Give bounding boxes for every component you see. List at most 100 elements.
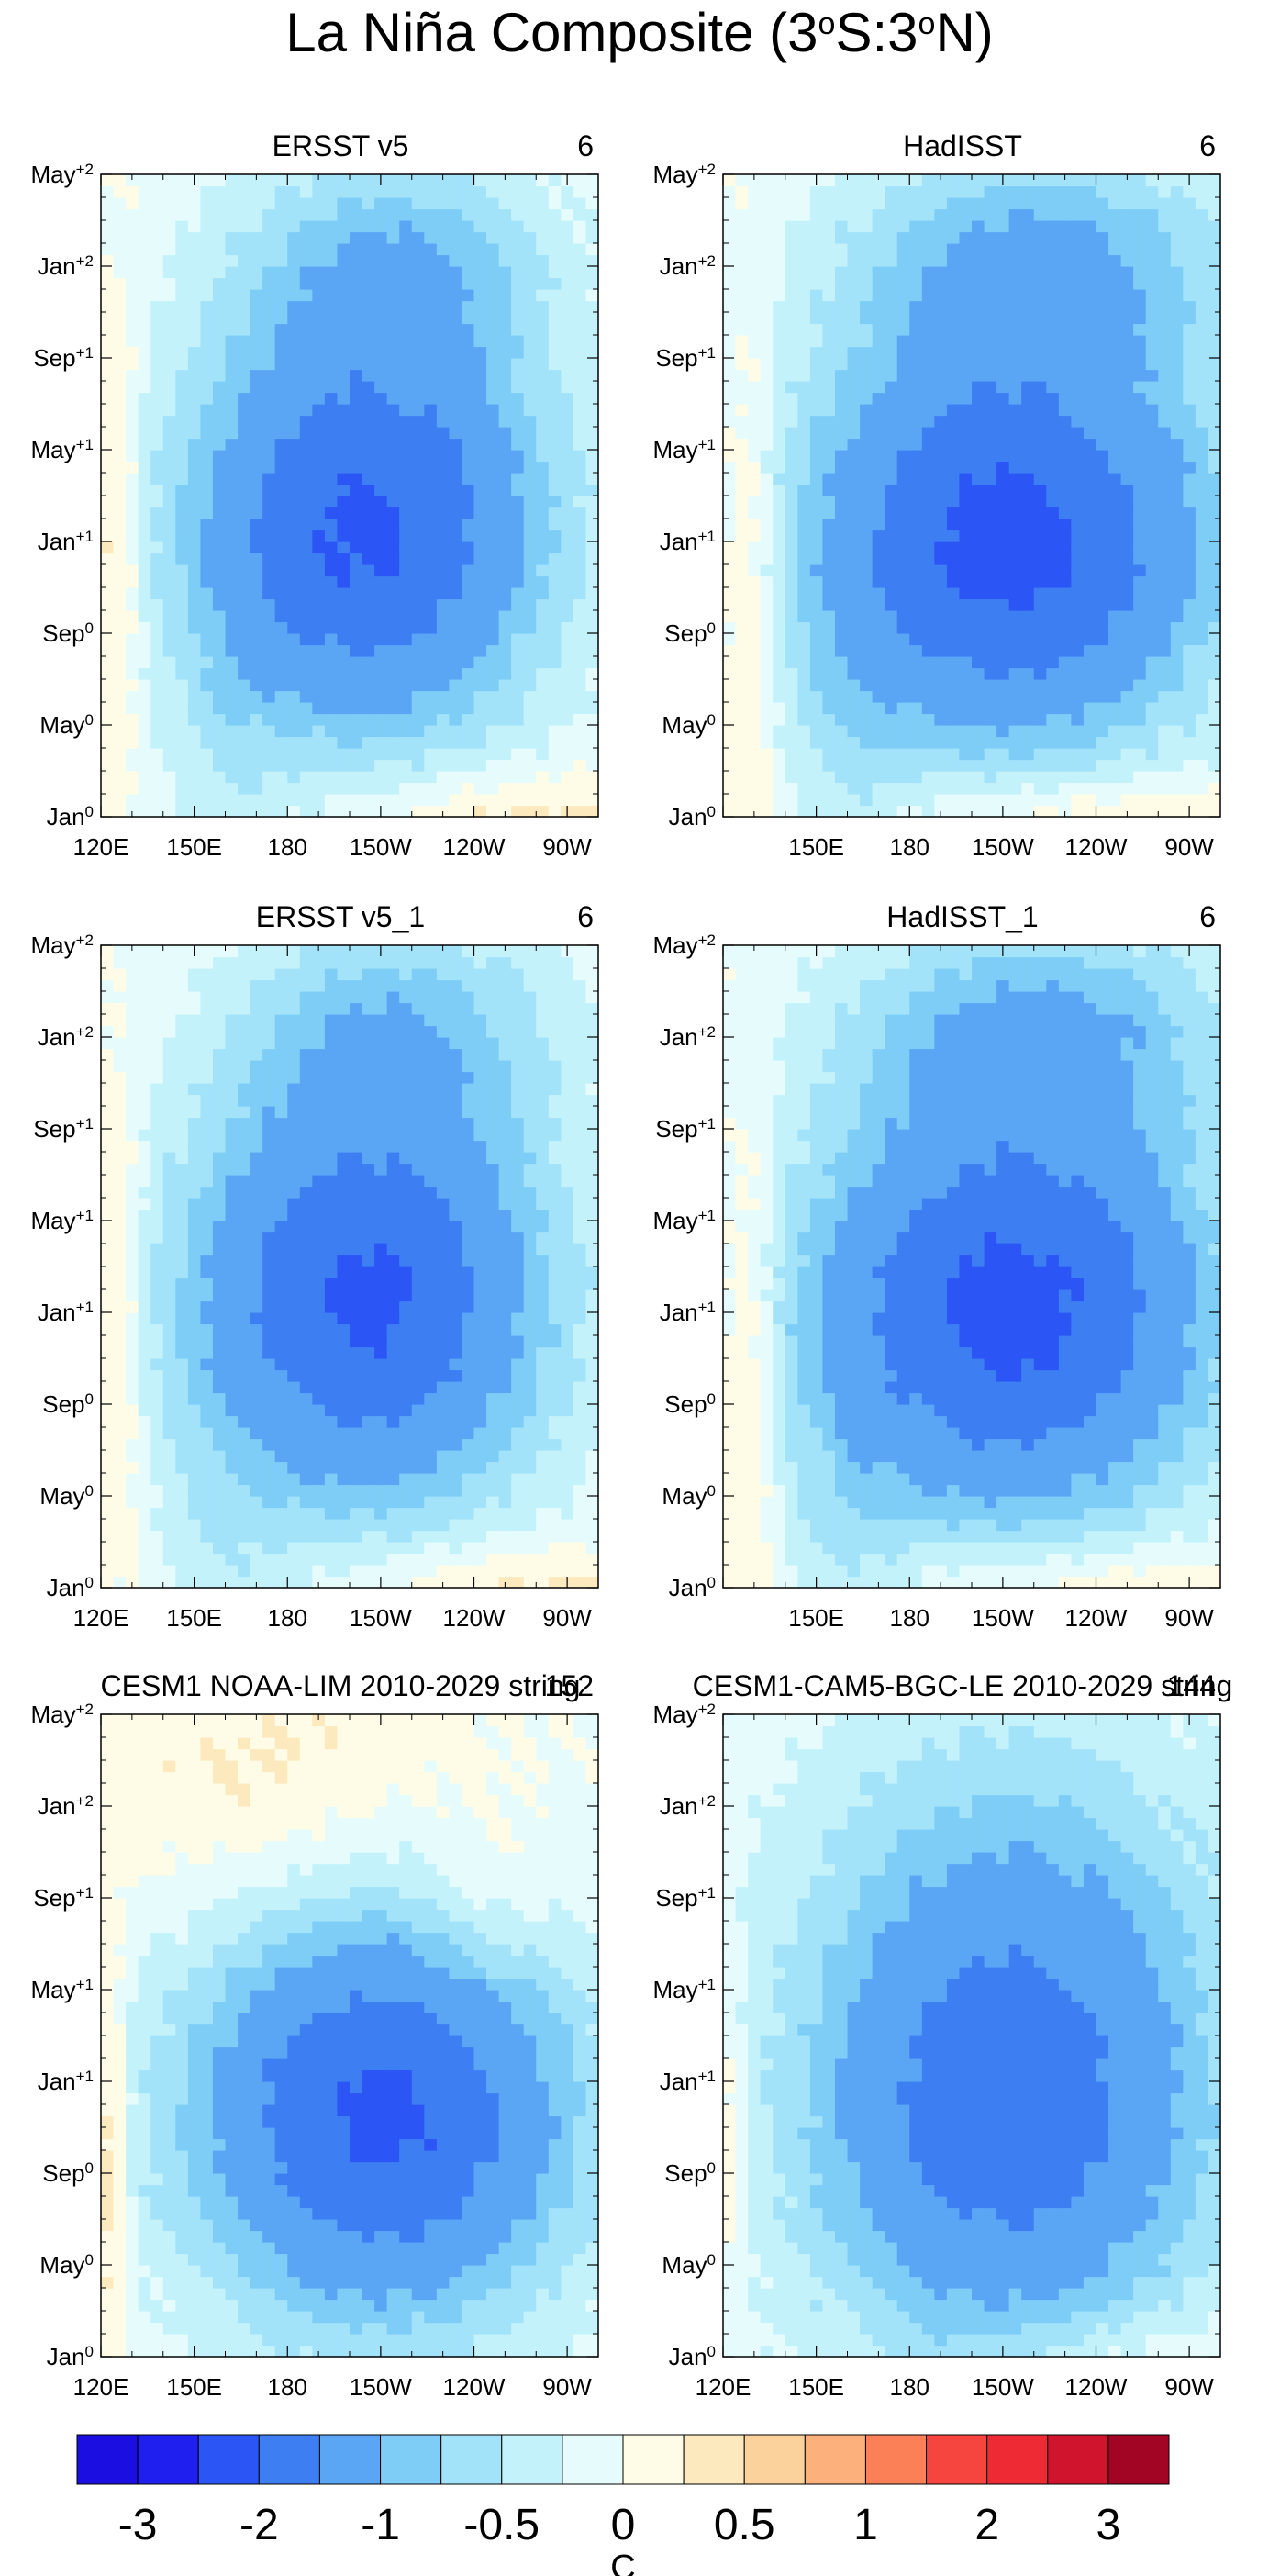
heatmap-cell bbox=[274, 484, 288, 496]
heatmap-cell bbox=[1058, 289, 1072, 302]
y-tick-label: May+2 bbox=[652, 161, 716, 189]
heatmap-cell bbox=[785, 358, 798, 371]
heatmap-cell bbox=[1120, 438, 1134, 451]
heatmap-cell bbox=[797, 794, 811, 807]
heatmap-cell bbox=[350, 346, 363, 359]
heatmap-cell bbox=[1083, 552, 1097, 565]
heatmap-cell bbox=[797, 243, 811, 256]
heatmap-cell bbox=[274, 473, 288, 485]
heatmap-cell bbox=[1183, 300, 1197, 313]
heatmap-cell bbox=[486, 564, 500, 577]
heatmap-cell bbox=[374, 346, 388, 359]
heatmap-cell bbox=[1008, 679, 1022, 692]
heatmap-cell bbox=[809, 496, 823, 508]
heatmap-cell bbox=[797, 404, 811, 417]
y-tick-label: Jan+1 bbox=[660, 528, 716, 556]
heatmap-cell bbox=[498, 679, 512, 692]
heatmap-cell bbox=[113, 1519, 127, 1532]
heatmap-cells bbox=[101, 945, 599, 1589]
heatmap-cell bbox=[1033, 484, 1047, 496]
heatmap-cell bbox=[561, 575, 574, 588]
heatmap-cell bbox=[885, 415, 898, 428]
heatmap-cell bbox=[362, 185, 375, 198]
heatmap-cell bbox=[399, 473, 413, 485]
heatmap-cell bbox=[809, 771, 823, 784]
heatmap-cell bbox=[946, 185, 961, 198]
heatmap-cell bbox=[138, 633, 151, 646]
heatmap-cell bbox=[399, 461, 413, 474]
heatmap-cell bbox=[150, 231, 164, 244]
heatmap-cell bbox=[735, 667, 749, 680]
x-tick-label: 150E bbox=[788, 833, 844, 861]
heatmap-cell bbox=[337, 335, 351, 348]
heatmap-cell bbox=[872, 633, 885, 646]
heatmap-cell bbox=[872, 610, 885, 623]
heatmap-cell bbox=[312, 679, 326, 692]
heatmap-cell bbox=[1183, 254, 1197, 267]
heatmap-cell bbox=[972, 266, 985, 279]
heatmap-cell bbox=[822, 415, 836, 428]
heatmap-cell bbox=[822, 782, 836, 795]
heatmap-cell bbox=[1208, 725, 1221, 738]
heatmap-cell bbox=[809, 335, 823, 348]
heatmap-cell bbox=[1170, 690, 1184, 703]
heatmap-cell bbox=[1208, 461, 1221, 474]
heatmap-cell bbox=[809, 541, 823, 554]
heatmap-cell bbox=[822, 748, 836, 761]
heatmap-cell bbox=[760, 794, 774, 807]
heatmap-cell bbox=[1133, 679, 1147, 692]
heatmap-cell bbox=[959, 564, 973, 577]
heatmap-cell bbox=[946, 450, 961, 463]
heatmap-cell bbox=[1145, 208, 1159, 221]
heatmap-cell bbox=[287, 254, 301, 267]
heatmap-cell bbox=[760, 174, 774, 187]
heatmap-cell bbox=[449, 484, 462, 496]
heatmap-cell bbox=[299, 208, 313, 221]
heatmap-cell bbox=[847, 782, 861, 795]
heatmap-cell bbox=[860, 392, 874, 405]
heatmap-cell bbox=[809, 610, 823, 623]
heatmap-cell bbox=[860, 277, 874, 290]
heatmap-cell bbox=[1083, 220, 1097, 233]
heatmap-cell bbox=[860, 771, 874, 784]
heatmap-cell bbox=[511, 496, 525, 508]
heatmap-cell bbox=[126, 519, 139, 531]
heatmap-cell bbox=[1195, 185, 1209, 198]
heatmap-cell bbox=[573, 243, 587, 256]
heatmap-cell bbox=[1170, 484, 1184, 496]
heatmap-cell bbox=[809, 564, 823, 577]
heatmap-cell bbox=[1158, 346, 1172, 359]
heatmap-cell bbox=[473, 725, 487, 738]
heatmap-cell bbox=[424, 1507, 438, 1520]
heatmap-cell bbox=[809, 736, 823, 749]
heatmap-cell bbox=[847, 392, 861, 405]
heatmap-cell bbox=[1183, 702, 1197, 715]
heatmap-cell bbox=[299, 621, 313, 634]
heatmap-cell bbox=[274, 415, 288, 428]
heatmap-cell bbox=[424, 1542, 438, 1555]
heatmap-cell bbox=[785, 564, 798, 577]
heatmap-cell bbox=[1096, 782, 1109, 795]
heatmap-cell bbox=[1021, 541, 1035, 554]
heatmap-cell bbox=[424, 794, 438, 807]
heatmap-cell bbox=[536, 392, 550, 405]
heatmap-cell bbox=[498, 404, 512, 417]
heatmap-cell bbox=[1183, 438, 1197, 451]
heatmap-cell bbox=[449, 335, 462, 348]
heatmap-cell bbox=[748, 748, 762, 761]
heatmap-cell bbox=[150, 438, 164, 451]
heatmap-cell bbox=[411, 552, 425, 565]
heatmap-cell bbox=[187, 1519, 201, 1532]
heatmap-cell bbox=[424, 404, 438, 417]
heatmap-cell bbox=[175, 254, 189, 267]
heatmap-cell bbox=[1120, 461, 1134, 474]
heatmap-cell bbox=[1033, 610, 1047, 623]
heatmap-cell bbox=[299, 450, 313, 463]
heatmap-cell bbox=[138, 381, 151, 394]
heatmap-cell bbox=[1158, 725, 1172, 738]
heatmap-cell bbox=[1170, 564, 1184, 577]
heatmap-cell bbox=[126, 621, 139, 634]
heatmap-cell bbox=[860, 587, 874, 600]
heatmap-cell bbox=[187, 300, 201, 313]
heatmap-cell bbox=[1021, 312, 1035, 325]
